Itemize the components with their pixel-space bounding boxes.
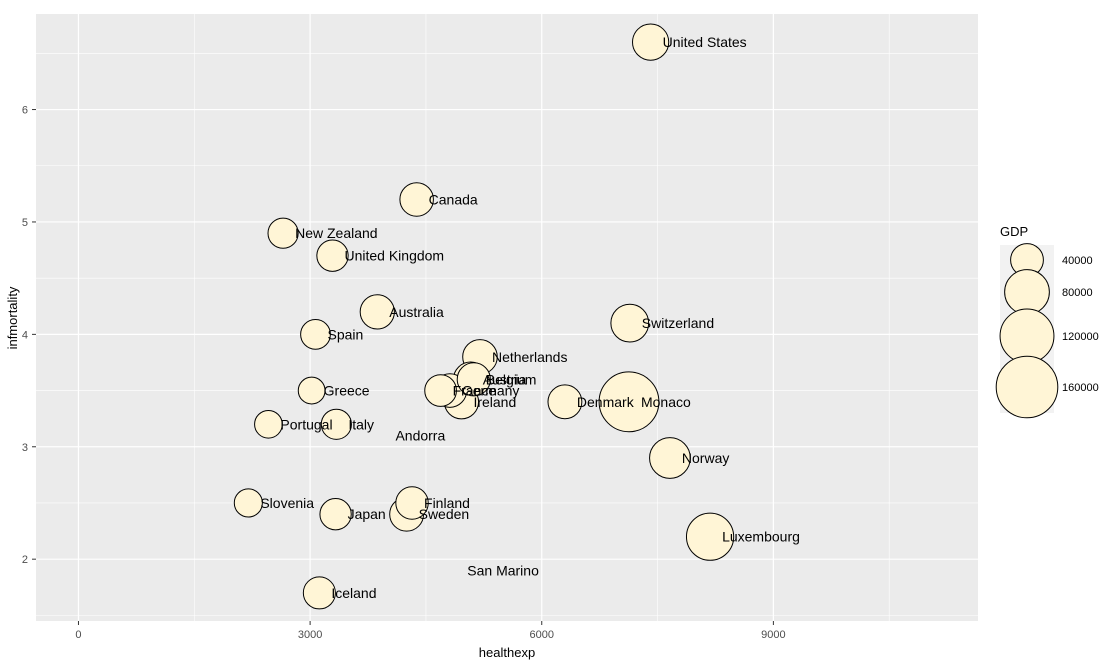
data-point xyxy=(424,374,457,407)
size-legend: GDP 40000 80000 120000 160000 xyxy=(995,224,1099,419)
data-point xyxy=(233,488,263,518)
data-point xyxy=(685,512,735,561)
point-label: New Zealand xyxy=(295,225,378,241)
data-point xyxy=(632,23,670,61)
y-tick-label: 3 xyxy=(22,442,28,454)
point-labels: United States Canada New Zealand United Kin… xyxy=(260,34,800,601)
legend-key-label: 40000 xyxy=(1062,255,1093,267)
point-label: Denmark xyxy=(577,394,635,410)
data-point xyxy=(598,371,660,433)
point-label: Spain xyxy=(328,326,364,342)
data-points xyxy=(233,23,735,610)
x-axis-ticks: 0 3000 6000 9000 xyxy=(75,621,786,641)
x-tick-label: 3000 xyxy=(298,629,322,641)
point-label: France xyxy=(453,383,497,399)
legend-key-label: 120000 xyxy=(1062,331,1099,343)
point-label: Austria xyxy=(483,371,527,387)
minor-gridlines xyxy=(36,14,978,621)
data-point xyxy=(319,498,352,531)
x-tick-label: 6000 xyxy=(530,629,554,641)
point-label: Luxembourg xyxy=(722,529,800,545)
y-tick-label: 5 xyxy=(22,217,28,229)
legend-key-circle xyxy=(1004,269,1050,315)
point-label: Italy xyxy=(348,416,374,432)
data-point xyxy=(456,362,491,397)
x-tick-label: 9000 xyxy=(761,629,785,641)
point-label: Greece xyxy=(324,383,370,399)
point-label: Belgium xyxy=(486,371,537,387)
point-label: Slovenia xyxy=(260,495,314,511)
point-label: Japan xyxy=(348,506,386,522)
data-point xyxy=(359,294,395,330)
data-point xyxy=(300,318,331,350)
legend-key-circle xyxy=(995,355,1059,419)
point-label: Monaco xyxy=(641,394,691,410)
data-point xyxy=(399,182,434,217)
legend-key-circle xyxy=(999,308,1055,364)
point-label: Switzerland xyxy=(642,315,714,331)
legend-key-label: 160000 xyxy=(1062,382,1099,394)
point-label: Sweden xyxy=(419,506,470,522)
point-label: Australia xyxy=(389,304,444,320)
point-label: Germany xyxy=(462,383,520,399)
point-label: United Kingdom xyxy=(344,248,444,264)
point-label: Canada xyxy=(429,191,478,207)
legend-key-label: 80000 xyxy=(1062,287,1093,299)
point-label: Netherlands xyxy=(492,349,568,365)
point-label: Portugal xyxy=(280,416,332,432)
y-tick-label: 6 xyxy=(22,105,28,117)
data-point xyxy=(649,437,691,479)
data-point xyxy=(254,409,283,439)
data-point xyxy=(297,376,326,405)
data-point xyxy=(547,384,583,420)
point-label: Finland xyxy=(424,495,470,511)
y-axis-title: infmortality xyxy=(5,286,20,349)
point-label: San Marino xyxy=(467,562,539,578)
plot-panel xyxy=(36,14,978,621)
point-label: Andorra xyxy=(395,428,445,444)
data-point xyxy=(316,239,349,272)
major-gridlines xyxy=(36,14,978,621)
data-point xyxy=(610,303,650,343)
point-label: Norway xyxy=(682,450,729,466)
point-label: United States xyxy=(663,34,747,50)
data-point xyxy=(302,576,336,610)
data-point xyxy=(267,217,299,249)
legend-title: GDP xyxy=(1000,224,1028,239)
y-tick-label: 4 xyxy=(22,329,28,341)
data-point xyxy=(395,486,429,520)
data-point xyxy=(320,408,352,440)
x-tick-label: 0 xyxy=(75,629,81,641)
y-tick-label: 2 xyxy=(22,554,28,566)
y-axis-ticks: 2 3 4 5 6 xyxy=(22,105,36,566)
legend-keys: 40000 80000 120000 160000 xyxy=(995,243,1099,419)
point-label: Iceland xyxy=(331,585,376,601)
point-label: Ireland xyxy=(473,394,516,410)
x-axis-title: healthexp xyxy=(479,645,535,660)
